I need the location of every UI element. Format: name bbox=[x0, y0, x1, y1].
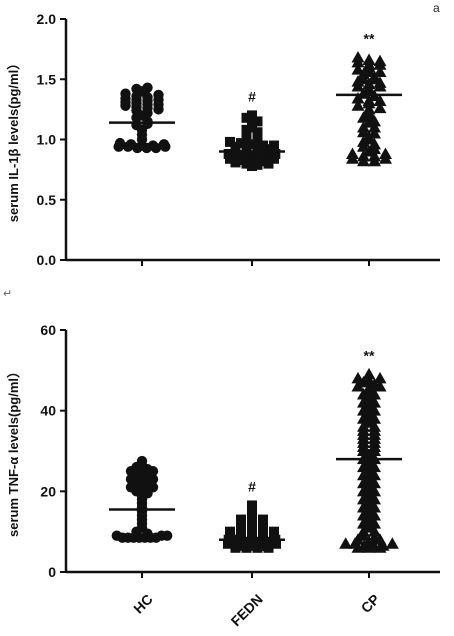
series-cp: ** bbox=[336, 31, 402, 167]
data-point bbox=[230, 141, 241, 152]
data-point bbox=[142, 82, 153, 93]
data-point bbox=[258, 528, 268, 539]
data-point bbox=[247, 120, 257, 131]
y-tick-label: 0.0 bbox=[37, 252, 57, 268]
x-tick-label: HC bbox=[130, 591, 156, 617]
data-point bbox=[252, 159, 263, 170]
data-point bbox=[252, 144, 263, 155]
y-tick-label: 1.0 bbox=[37, 132, 57, 148]
data-point bbox=[270, 148, 281, 159]
data-point bbox=[125, 139, 137, 150]
series-hc bbox=[109, 455, 175, 543]
data-point bbox=[247, 110, 257, 121]
data-point bbox=[223, 148, 234, 159]
y-tick-label: 60 bbox=[40, 322, 56, 338]
significance-marker: # bbox=[248, 88, 256, 104]
data-point bbox=[114, 137, 126, 149]
significance-marker: ** bbox=[364, 347, 375, 363]
y-tick-label: 0.5 bbox=[37, 192, 57, 208]
data-point bbox=[362, 367, 376, 380]
data-point bbox=[362, 53, 376, 65]
data-point bbox=[368, 531, 381, 543]
data-point bbox=[362, 102, 376, 115]
data-point bbox=[376, 539, 390, 551]
data-point bbox=[379, 147, 392, 159]
significance-marker: # bbox=[248, 478, 256, 494]
data-point bbox=[252, 127, 263, 138]
data-point bbox=[351, 63, 365, 75]
data-point bbox=[339, 537, 353, 549]
y-tick-label: 0 bbox=[48, 564, 56, 580]
data-point bbox=[373, 65, 387, 78]
data-point bbox=[373, 54, 387, 67]
return-mark: ↵ bbox=[3, 288, 12, 300]
chart-il1b: 0.0 0.5 1.0 1.5 2.0 serum IL-1β levels(pg/ml）… bbox=[6, 11, 440, 268]
data-point bbox=[136, 455, 148, 467]
y-tick-label: 40 bbox=[40, 403, 56, 419]
data-point bbox=[120, 88, 131, 99]
data-point bbox=[351, 371, 365, 384]
series-fedn: # bbox=[219, 478, 285, 553]
data-point bbox=[241, 112, 252, 123]
data-point bbox=[373, 76, 387, 88]
significance-marker: ** bbox=[364, 31, 375, 47]
data-point bbox=[362, 373, 376, 386]
data-point bbox=[269, 526, 279, 537]
y-tick-label: 2.0 bbox=[37, 11, 57, 27]
data-point bbox=[131, 83, 142, 95]
data-point bbox=[373, 371, 387, 384]
data-point bbox=[241, 158, 252, 169]
data-point bbox=[241, 142, 252, 153]
data-point bbox=[269, 140, 279, 151]
data-point bbox=[230, 157, 241, 168]
data-point bbox=[346, 147, 359, 159]
series-hc bbox=[109, 82, 175, 154]
y-tick-label: 20 bbox=[40, 483, 56, 499]
data-point bbox=[368, 126, 381, 139]
y-tick-label: 1.5 bbox=[37, 71, 57, 87]
data-point bbox=[373, 101, 387, 114]
x-tick-label: FEDN bbox=[228, 591, 266, 629]
y-axis-title: serum IL-1β levels(pg/ml） bbox=[6, 57, 21, 222]
panel-tag: a bbox=[433, 1, 440, 15]
data-point bbox=[258, 140, 268, 151]
y-axis-title: serum TNF-α levels(pg/ml） bbox=[6, 365, 21, 537]
x-tick-label: CP bbox=[358, 591, 383, 616]
data-point bbox=[258, 514, 268, 525]
data-point bbox=[247, 516, 257, 527]
data-point bbox=[247, 500, 257, 511]
data-point bbox=[158, 139, 170, 150]
data-point bbox=[225, 526, 235, 537]
series-cp: ** bbox=[336, 347, 402, 553]
data-point bbox=[351, 99, 365, 111]
data-point bbox=[351, 51, 365, 63]
data-point bbox=[162, 530, 173, 541]
data-point bbox=[241, 124, 252, 135]
chart-tnfa: 0 20 40 60 HC FEDN CP serum TNF-α levels(pg/ml）… bbox=[6, 322, 440, 629]
data-point bbox=[147, 140, 159, 151]
series-fedn: # bbox=[219, 88, 285, 172]
data-point bbox=[225, 136, 235, 147]
data-point bbox=[385, 537, 399, 549]
data-point bbox=[263, 158, 274, 169]
data-point bbox=[263, 144, 274, 155]
data-point bbox=[368, 114, 381, 127]
data-point bbox=[252, 116, 263, 127]
data-point bbox=[153, 89, 164, 101]
data-point bbox=[236, 514, 246, 525]
data-point bbox=[247, 139, 257, 150]
data-point bbox=[236, 138, 246, 149]
